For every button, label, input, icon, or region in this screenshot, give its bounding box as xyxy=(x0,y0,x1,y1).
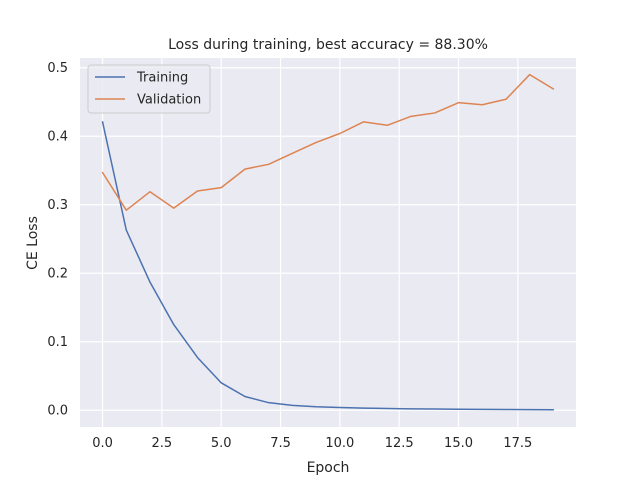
y-tick-label: 0.3 xyxy=(47,198,68,213)
y-tick-label: 0.5 xyxy=(47,61,68,76)
y-tick-label: 0.2 xyxy=(47,267,68,282)
series-lines xyxy=(101,73,555,411)
x-tick-label: 10.0 xyxy=(325,436,354,451)
y-tick-label: 0.4 xyxy=(47,130,68,145)
x-tick-label: 0.0 xyxy=(92,436,113,451)
x-tick-label: 12.5 xyxy=(385,436,414,451)
x-tick-label: 2.5 xyxy=(152,436,173,451)
chart-title: Loss during training, best accuracy = 88… xyxy=(168,37,488,53)
y-tick-label: 0.1 xyxy=(47,335,68,350)
x-tick-label: 17.5 xyxy=(503,436,532,451)
x-tick-label: 7.5 xyxy=(270,436,291,451)
x-tick-label: 5.0 xyxy=(211,436,232,451)
legend-label-training: Training xyxy=(136,71,188,86)
x-axis-label: Epoch xyxy=(307,460,350,476)
series-line-validation xyxy=(101,73,555,211)
y-axis-label: CE Loss xyxy=(25,216,41,270)
grid xyxy=(80,58,576,427)
legend: Training Validation xyxy=(87,64,211,114)
y-tick-label: 0.0 xyxy=(47,404,68,419)
plot-background xyxy=(80,58,576,427)
y-tick-labels: 0.0 0.1 0.2 0.3 0.4 0.5 xyxy=(47,61,68,418)
x-tick-labels: 0.0 2.5 5.0 7.5 10.0 12.5 15.0 17.5 xyxy=(92,436,532,451)
x-tick-label: 15.0 xyxy=(444,436,473,451)
series-line-training xyxy=(101,121,555,411)
legend-label-validation: Validation xyxy=(137,93,201,108)
